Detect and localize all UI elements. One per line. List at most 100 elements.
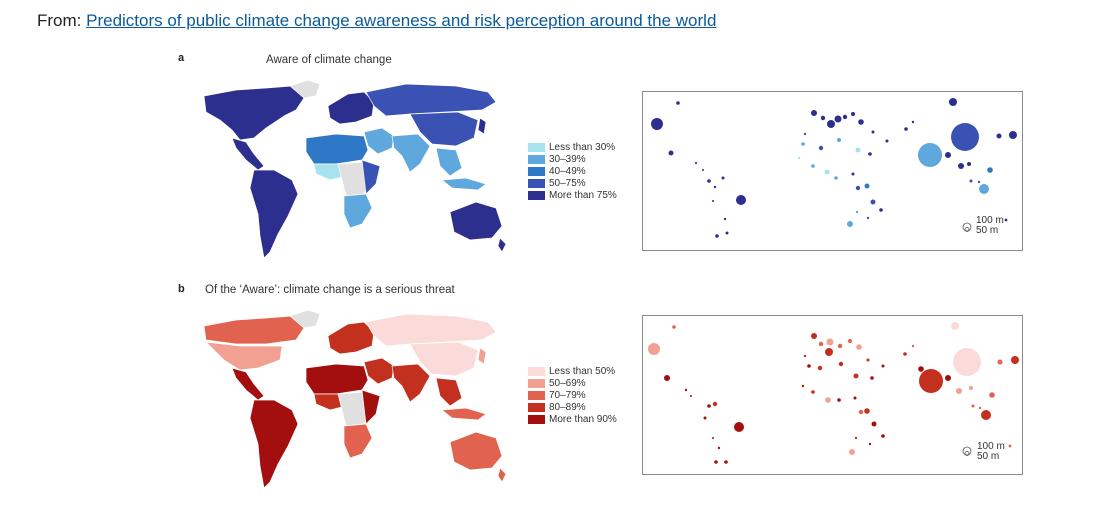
legend-item: 80–89% (528, 401, 617, 413)
bubble (854, 436, 858, 440)
bubble (851, 112, 855, 116)
bubble (837, 138, 841, 142)
map-region-greenland (289, 309, 321, 329)
bubble (847, 221, 853, 227)
map-region-southeast-asia (435, 147, 463, 177)
legend-label: 50–75% (549, 177, 586, 189)
bubble (971, 404, 975, 408)
legend-label: 70–79% (549, 389, 586, 401)
bubble (672, 325, 676, 329)
bubble (837, 398, 841, 402)
article-link[interactable]: Predictors of public climate change awar… (86, 11, 717, 30)
scale-dot (1004, 218, 1008, 222)
bubble (725, 231, 729, 235)
map-region-australia (449, 431, 503, 471)
cartogram-awareness: 100 m 50 m (642, 91, 1023, 251)
cartogram-serious-threat-bubbles (648, 322, 1019, 464)
bubble (868, 152, 872, 156)
bubble (918, 143, 942, 167)
world-map-awareness (203, 79, 507, 259)
legend-label: 30–39% (549, 153, 586, 165)
legend-label: Less than 50% (549, 365, 616, 377)
bubble (736, 195, 746, 205)
bubble (853, 373, 859, 379)
bubble (918, 366, 924, 372)
bubble (870, 199, 876, 205)
map-region-south-asia (391, 133, 431, 173)
legend-swatch (528, 142, 545, 152)
bubble (856, 344, 862, 350)
bubble (703, 416, 707, 420)
bubble (834, 176, 838, 180)
map-region-europe (327, 91, 375, 125)
bubble (842, 114, 848, 120)
bubble (848, 339, 852, 343)
bubble (969, 386, 973, 390)
legend-swatch (528, 402, 545, 412)
legend-item: Less than 30% (528, 141, 617, 153)
map-region-new-zealand (497, 467, 507, 483)
bubble (855, 210, 859, 214)
bubble (837, 343, 843, 349)
bubble (721, 176, 725, 180)
bubble (977, 180, 981, 184)
bubble (853, 396, 857, 400)
bubble (818, 341, 824, 347)
bubble (1009, 131, 1017, 139)
bubble (945, 152, 951, 158)
bubble (967, 162, 971, 166)
map-region-usa (205, 341, 283, 371)
bubble (803, 354, 807, 358)
bubble (881, 364, 885, 368)
bubble (987, 167, 993, 173)
bubble (827, 120, 835, 128)
legend-swatch (528, 154, 545, 164)
bubble (724, 460, 728, 464)
scale-circle-small (964, 227, 970, 232)
legend-item: More than 90% (528, 413, 617, 425)
bubble (881, 434, 885, 438)
bubble (945, 375, 951, 381)
legend-swatch (528, 378, 545, 388)
map-region-west-africa (313, 393, 347, 411)
map-region-greenland (289, 79, 321, 99)
bubble (981, 410, 991, 420)
map-region-japan (477, 117, 487, 135)
bubble (664, 375, 670, 381)
bubble (871, 421, 877, 427)
map-region-southeast-asia (435, 377, 463, 407)
legend-swatch (528, 390, 545, 400)
bubble (851, 172, 855, 176)
scale-legend-awareness: 100 m 50 m (976, 216, 1004, 236)
map-region-central-america (231, 137, 265, 171)
bubble (676, 101, 680, 105)
bubble (834, 115, 842, 123)
map-region-north-africa (305, 133, 369, 165)
bubble (904, 127, 908, 131)
legend-item: 50–75% (528, 177, 617, 189)
bubble (648, 343, 660, 355)
legend-item: 70–79% (528, 389, 617, 401)
bubble (866, 216, 870, 220)
bubble (690, 395, 692, 397)
bubble (707, 179, 711, 183)
map-region-south-america (249, 169, 299, 259)
cartogram-awareness-bubbles (651, 98, 1017, 238)
bubble (951, 322, 959, 330)
bubble (712, 437, 714, 439)
scale-label-large: 100 m (977, 441, 1005, 452)
legend-awareness: Less than 30% 30–39% 40–49% 50–75% More … (528, 141, 617, 201)
bubble (651, 118, 663, 130)
legend-label: Less than 30% (549, 141, 616, 153)
bubble (824, 169, 830, 175)
panel-a-letter: a (178, 52, 185, 64)
map-region-indonesia (441, 177, 487, 191)
bubble (864, 408, 870, 414)
legend-serious-threat: Less than 50% 50–69% 70–79% 80–89% More … (528, 365, 617, 425)
legend-label: More than 75% (549, 189, 617, 201)
bubble (817, 365, 823, 371)
map-region-east-asia (409, 111, 479, 147)
bubble (818, 145, 824, 151)
bubble (807, 364, 811, 368)
map-region-russia (365, 83, 497, 117)
